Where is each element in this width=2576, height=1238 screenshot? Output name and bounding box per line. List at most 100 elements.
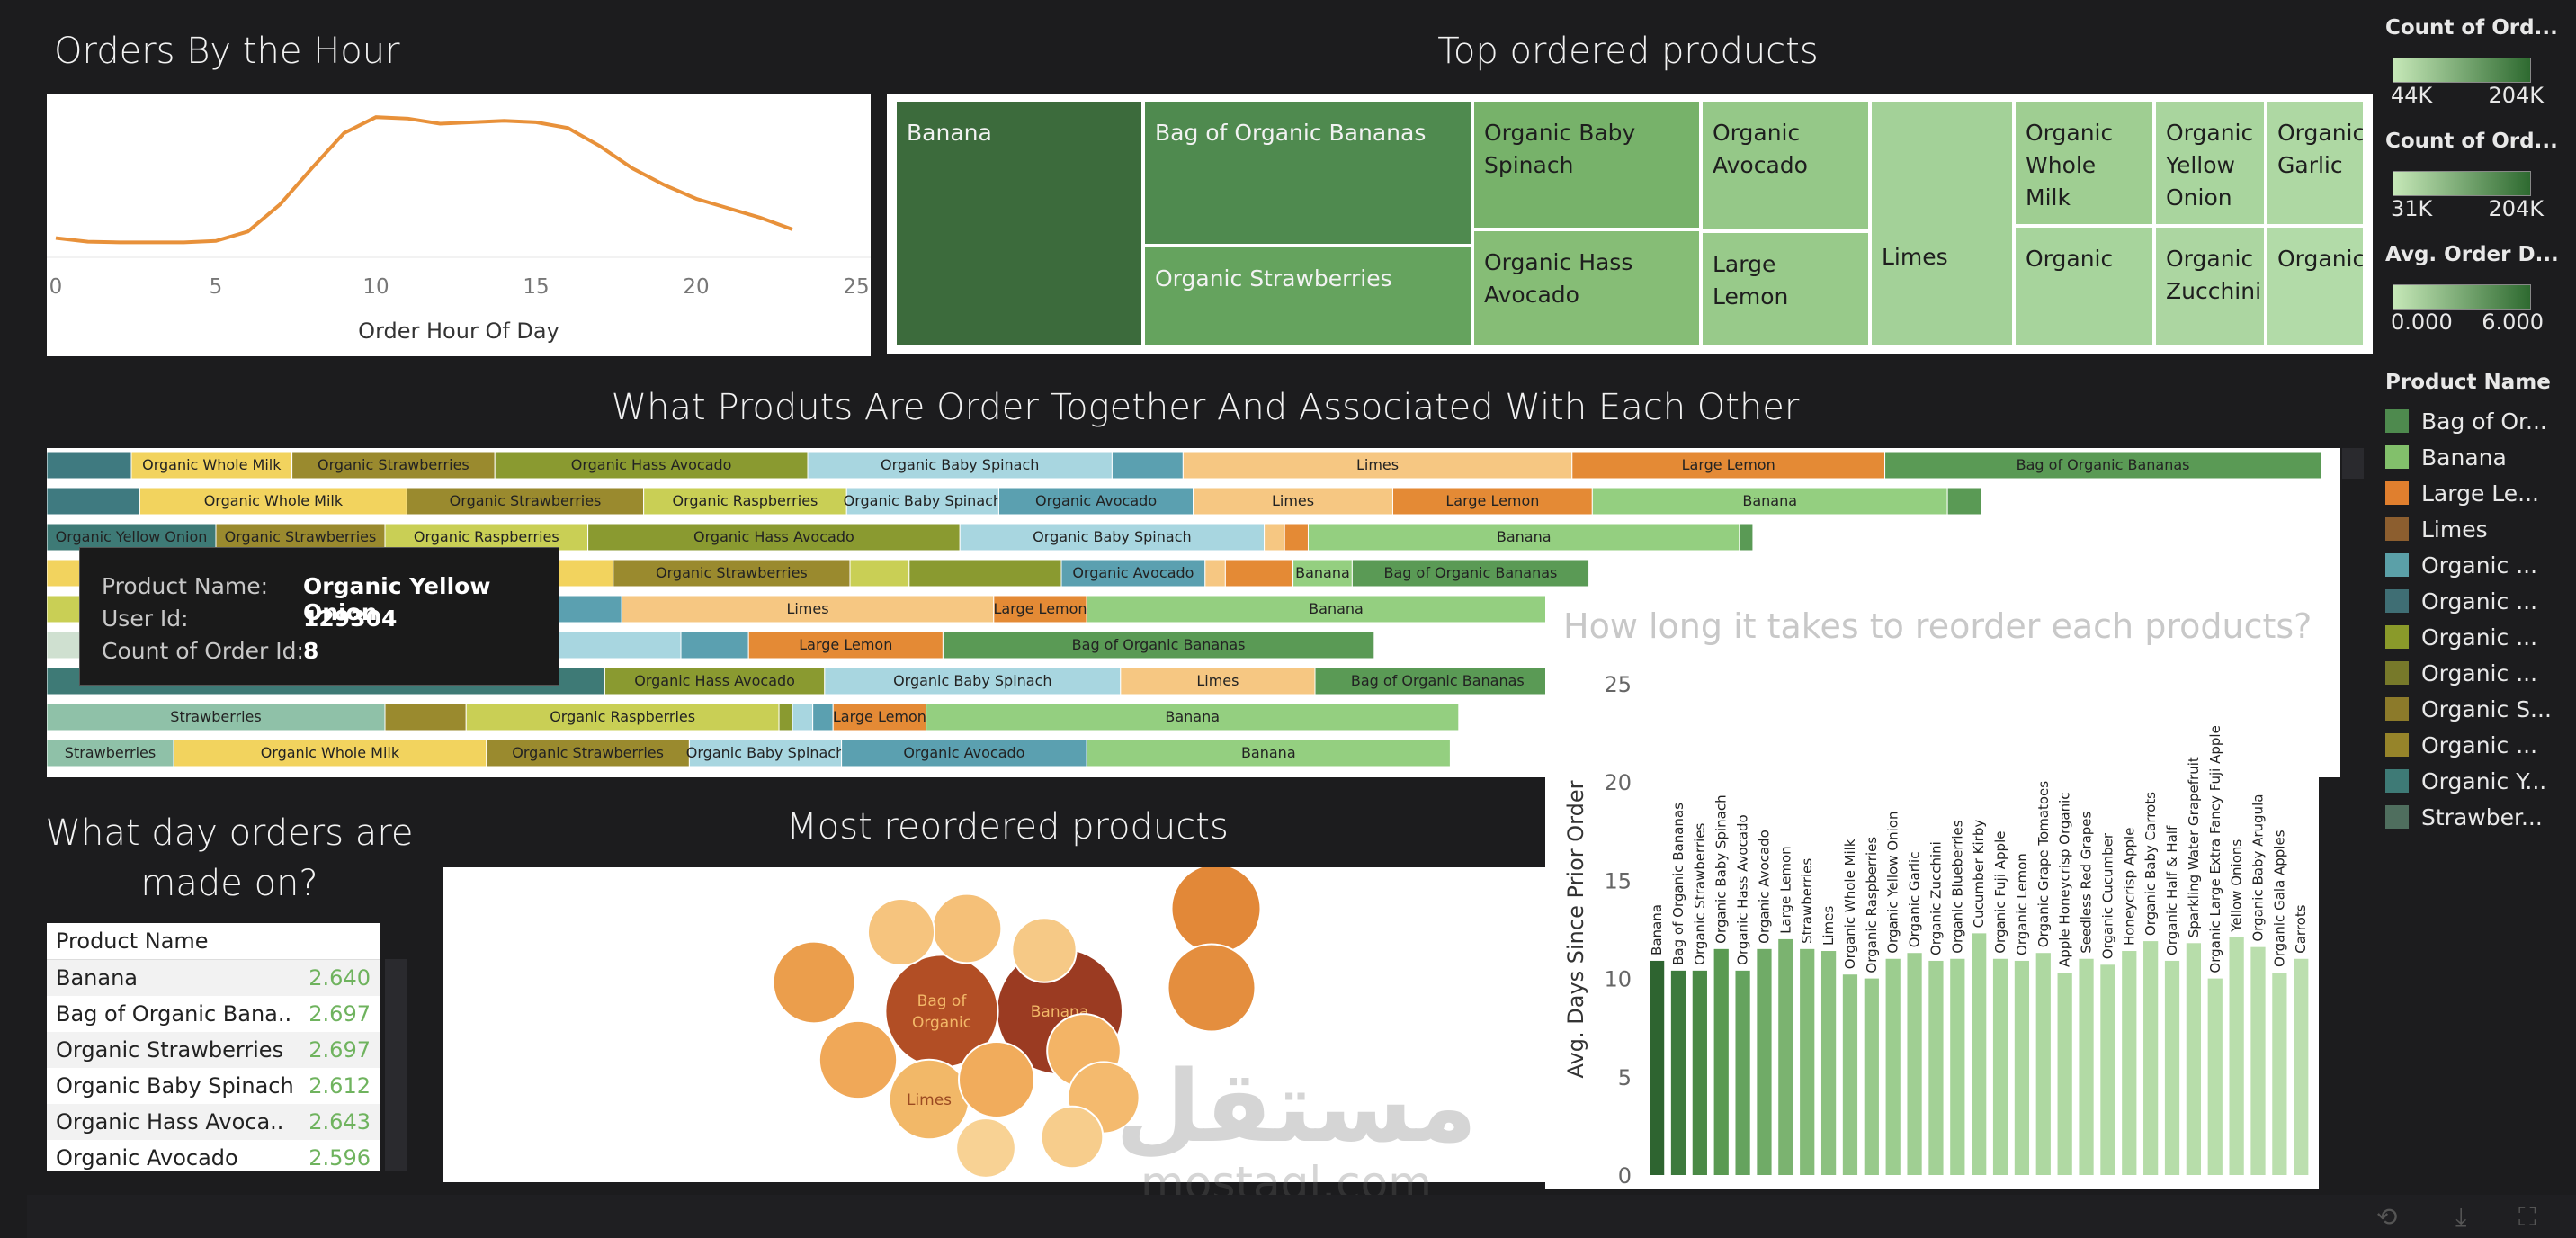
legend-item[interactable]: Organic ... [2385,547,2570,583]
association-segment [997,487,1194,516]
association-segment-label: Organic Raspberries [672,492,818,509]
legend-item[interactable]: Organic Y... [2385,763,2570,799]
legend-item[interactable]: Bag of Or... [2385,403,2570,439]
treemap-cell[interactable]: Bag of Organic Bananas [1143,100,1472,246]
reorder-bubble [1167,943,1257,1033]
x-axis-title: Order Hour Of Day [358,318,559,344]
fullscreen-icon[interactable]: ⛶ [2518,1202,2536,1232]
reorder-bar [2122,951,2137,1175]
legend-swatch [2385,481,2409,505]
association-segment [406,487,645,516]
association-segment [1111,451,1184,480]
association-segment [849,559,910,588]
treemap-cell[interactable]: Organic Baby Spinach [1472,100,1701,229]
legend-item[interactable]: Strawber... [2385,799,2570,835]
association-segment-label: Organic Yellow Onion [56,528,208,545]
legend-swatch [2385,697,2409,721]
table-cell-name: Organic Hass Avoca.. [56,1109,284,1135]
legend-item[interactable]: Limes [2385,511,2570,547]
reorder-bar-label: Organic Hass Avocado [1735,814,1751,965]
download-icon[interactable]: ⤓ [2455,1202,2467,1232]
reorder-bar [2100,964,2115,1175]
association-segment [494,451,809,480]
table-scrollbar[interactable] [385,959,407,1171]
reorder-bubble [818,1019,899,1100]
table-row[interactable]: Organic Strawberries 2.697 [47,1032,380,1068]
treemap-cell[interactable]: Organic [2014,226,2154,346]
treemap-cell[interactable]: Large Lemon [1701,231,1870,346]
association-segment [1591,487,1948,516]
legend-scrollbar[interactable] [2342,448,2364,479]
reorder-bar-label: Cucumber Kirby [1971,820,1987,928]
reorder-bar [1735,970,1750,1175]
reorder-bar [2164,960,2180,1175]
table-row[interactable]: Organic Baby Spinach 2.612 [47,1068,380,1104]
reorder-bar [2186,943,2202,1175]
legend-label: Organic ... [2421,731,2538,758]
table-row[interactable]: Bag of Organic Bana.. 2.697 [47,996,380,1032]
treemap-cell[interactable]: Organic Whole Milk [2014,100,2154,226]
association-segment-label: Large Lemon [833,708,926,725]
product-tooltip: Product Name: Organic Yellow Onion User … [79,547,559,686]
reorder-bar [1670,970,1686,1175]
association-segment [1292,559,1353,588]
association-segment [832,703,927,731]
association-segment [384,523,589,552]
table-row[interactable]: Organic Avocado 2.596 [47,1140,380,1176]
legend-item[interactable]: Banana [2385,439,2570,475]
association-segment-label: Large Lemon [1445,492,1539,509]
legend-avg-order-title: Avg. Order D... [2385,243,2559,266]
treemap-cell[interactable]: Limes [1870,100,2014,346]
reorder-bar-label: Organic Gala Apples [2271,830,2287,967]
reorder-bar-label: Organic Baby Arugula [2250,794,2267,942]
reorder-bubble-label: Organic [912,1014,971,1032]
treemap-cell[interactable]: Organic Avocado [1701,100,1870,231]
association-segment [1224,559,1294,588]
legend-swatch [2385,625,2409,649]
reorder-bubble [931,893,1003,964]
reorder-bubble-label: Limes [907,1091,952,1109]
association-segment [792,703,814,731]
bottom-toolbar: ⟲ ⤓ ⛶ [27,1195,2576,1238]
reorder-bar-label: Apple Honeycrisp Organic [2057,792,2073,967]
treemap-cell[interactable]: Organic [2266,226,2365,346]
y-tick-label: 20 [1604,770,1632,795]
association-segment-label: Banana [1241,744,1296,761]
table-row[interactable]: Banana 2.640 [47,960,380,996]
treemap-cell[interactable]: Organic Hass Avocado [1472,229,1701,346]
reorder-bar-label: Organic Baby Spinach [1713,794,1730,943]
reorder-bar [2272,973,2287,1175]
table-cell-name: Organic Avocado [56,1145,238,1171]
legend-item[interactable]: Organic ... [2385,619,2570,655]
reorder-bar [1713,948,1729,1175]
reorder-bar-label: Organic Blueberries [1949,820,1965,954]
legend-label: Organic ... [2421,659,2538,686]
table-cell-name: Organic Baby Spinach [56,1073,294,1099]
legend-count-orders-2-gradient [2393,171,2531,196]
orders-by-hour-title: Orders By the Hour [54,31,400,72]
table-row[interactable]: Organic Hass Avoca.. 2.643 [47,1104,380,1140]
treemap-cell[interactable]: Organic Zucchini [2154,226,2266,346]
watermark-arabic: مستقل [1115,1049,1478,1164]
legend-item[interactable]: Organic ... [2385,583,2570,619]
legend-swatch [2385,517,2409,541]
legend-swatch [2385,805,2409,829]
legend-item[interactable]: Organic S... [2385,691,2570,727]
share-icon[interactable]: ⟲ [2376,1202,2398,1232]
treemap-cell[interactable]: Organic Garlic [2266,100,2365,226]
treemap-cell[interactable]: Organic Strawberries [1143,246,1472,346]
reorder-bar [2079,958,2094,1175]
association-segment-label: Limes [786,600,828,617]
treemap-cell[interactable]: Banana [895,100,1143,346]
treemap-cell[interactable]: Organic Yellow Onion [2154,100,2266,226]
association-segment-label: Limes [1272,492,1314,509]
legend-item[interactable]: Organic ... [2385,727,2570,763]
reorder-bar-label: Organic Fuji Apple [1992,831,2008,954]
association-segment-label: Organic Whole Milk [204,492,344,509]
legend-item[interactable]: Large Le... [2385,475,2570,511]
legend-item[interactable]: Organic ... [2385,655,2570,691]
association-segment [1739,523,1754,552]
legend-product-name-title: Product Name [2385,371,2551,394]
reorder-bar [1800,948,1815,1175]
legend-swatch [2385,661,2409,685]
